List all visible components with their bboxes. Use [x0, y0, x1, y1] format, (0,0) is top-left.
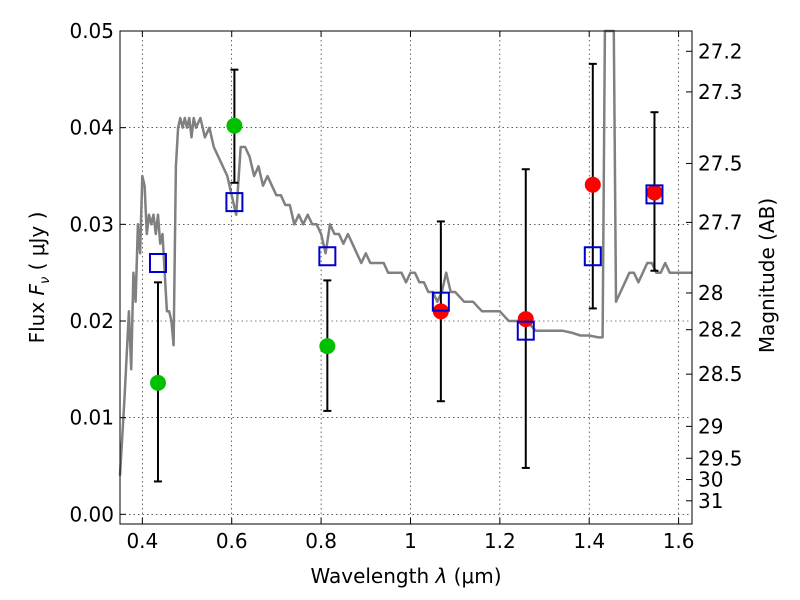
mag-tick-label: 27.2: [698, 39, 743, 63]
model-point: [318, 246, 337, 267]
photometry-point: [149, 374, 166, 391]
mag-tick-label: 28.5: [698, 362, 743, 386]
mag-tick-label: 29.5: [698, 446, 743, 470]
y-tick-label: 0.05: [69, 19, 114, 43]
plot-frame: [119, 30, 693, 525]
photometry-point: [319, 338, 336, 355]
mag-tick-label: 27.3: [698, 80, 743, 104]
mag-tick-label: 28: [698, 281, 723, 305]
model-point: [645, 184, 664, 205]
y-tick-label: 0.03: [69, 212, 114, 236]
model-point: [148, 253, 167, 273]
x-axis-label-symbol: λ: [434, 564, 447, 588]
y-axis-label-unit: ( μJy ): [25, 212, 49, 277]
y-axis-label-prefix: Flux: [25, 295, 49, 343]
mag-tick-label: 27.7: [698, 210, 743, 234]
x-axis-label: Wavelength λ (μm): [310, 564, 501, 588]
x-tick-label: 1.2: [484, 529, 516, 553]
model-point: [431, 291, 450, 312]
photometry-point: [646, 184, 663, 201]
photometry-point: [584, 176, 601, 193]
x-axis-label-prefix: Wavelength: [310, 564, 435, 588]
x-tick-label: 1.6: [663, 529, 695, 553]
y-tick-label: 0.04: [69, 116, 114, 140]
model-point: [516, 320, 535, 341]
model-spectrum-line: [118, 29, 692, 476]
mag-tick-label: 27.5: [698, 151, 743, 175]
photometry-point: [226, 117, 243, 134]
model-spectrum: [118, 29, 692, 476]
x-axis-label-unit: (μm): [447, 564, 501, 588]
mag-tick-label: 29: [698, 414, 723, 438]
y-tick-label: 0.00: [69, 502, 114, 526]
mag-tick-label: 30: [698, 468, 723, 492]
x-tick-label: 0.8: [305, 529, 337, 553]
y-axis-label-sub: ν: [38, 277, 53, 284]
x-tick-label: 0.4: [126, 529, 158, 553]
data-points: [148, 117, 664, 391]
mag-tick-label: 28.2: [698, 318, 743, 342]
x-tick-label: 1.4: [573, 529, 605, 553]
mag-tick-label: 31: [698, 489, 723, 513]
y-axis-label: Flux Fν ( μJy ): [25, 212, 53, 344]
axis-ticks: 0.4 0.6 0.8 1 1.2 1.4 1.6 0.00 0.01 0.02 0.03 0.04 0…: [69, 19, 742, 553]
grid-lines: [120, 30, 692, 524]
photometry-point: [517, 311, 534, 328]
right-axis-label: Magnitude (AB): [755, 198, 779, 353]
model-point: [225, 192, 244, 213]
y-tick-label: 0.01: [69, 406, 114, 430]
x-tick-label: 1: [404, 529, 417, 553]
x-tick-label: 0.6: [216, 529, 248, 553]
model-point: [583, 246, 602, 267]
y-tick-label: 0.02: [69, 309, 114, 333]
y-axis-label-symbol: F: [25, 283, 49, 295]
